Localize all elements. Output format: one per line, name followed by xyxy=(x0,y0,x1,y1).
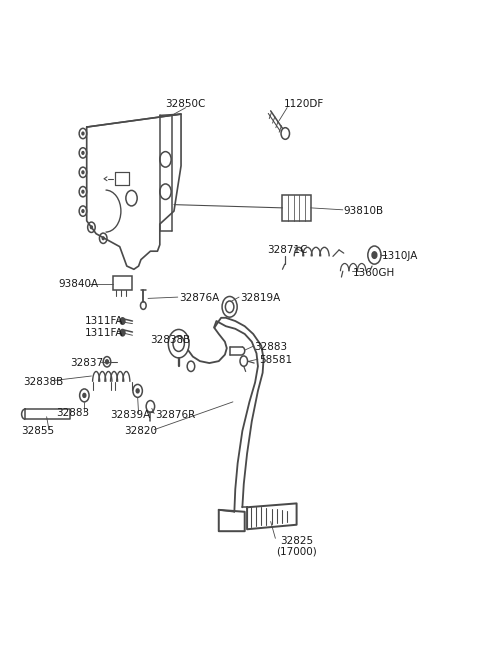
Circle shape xyxy=(82,132,84,135)
Circle shape xyxy=(372,252,377,258)
Text: 32883: 32883 xyxy=(56,408,89,418)
Text: 93840A: 93840A xyxy=(59,278,98,288)
Circle shape xyxy=(120,318,125,324)
Text: 1360GH: 1360GH xyxy=(353,267,396,278)
Text: 1310JA: 1310JA xyxy=(382,252,418,261)
Text: 32871C: 32871C xyxy=(267,245,307,255)
Circle shape xyxy=(106,360,108,364)
Circle shape xyxy=(91,226,92,229)
Text: 32855: 32855 xyxy=(21,426,54,436)
Text: 32839A: 32839A xyxy=(110,410,151,420)
Circle shape xyxy=(83,394,86,398)
Text: 32883: 32883 xyxy=(254,342,287,352)
Circle shape xyxy=(82,191,84,193)
Circle shape xyxy=(102,237,104,240)
Text: 32825: 32825 xyxy=(280,536,313,546)
Text: 1311FA: 1311FA xyxy=(84,316,123,326)
Text: 32850C: 32850C xyxy=(166,100,206,109)
Text: 1311FA: 1311FA xyxy=(84,328,123,338)
Circle shape xyxy=(120,329,125,336)
Bar xyxy=(282,195,311,221)
Text: 32876R: 32876R xyxy=(155,410,195,420)
Text: 32876A: 32876A xyxy=(179,293,219,303)
Text: 32838B: 32838B xyxy=(150,335,191,345)
Circle shape xyxy=(82,171,84,174)
Text: 32820: 32820 xyxy=(124,426,157,436)
Circle shape xyxy=(136,389,139,393)
Text: 58581: 58581 xyxy=(259,355,292,365)
Circle shape xyxy=(82,151,84,154)
Text: 93810B: 93810B xyxy=(344,206,384,216)
Text: 32837: 32837 xyxy=(70,358,103,368)
Text: (17000): (17000) xyxy=(276,547,317,557)
Circle shape xyxy=(82,210,84,212)
Text: 32838B: 32838B xyxy=(23,377,63,388)
Bar xyxy=(113,276,132,290)
Text: 32819A: 32819A xyxy=(240,293,280,303)
Text: 1120DF: 1120DF xyxy=(284,100,324,109)
